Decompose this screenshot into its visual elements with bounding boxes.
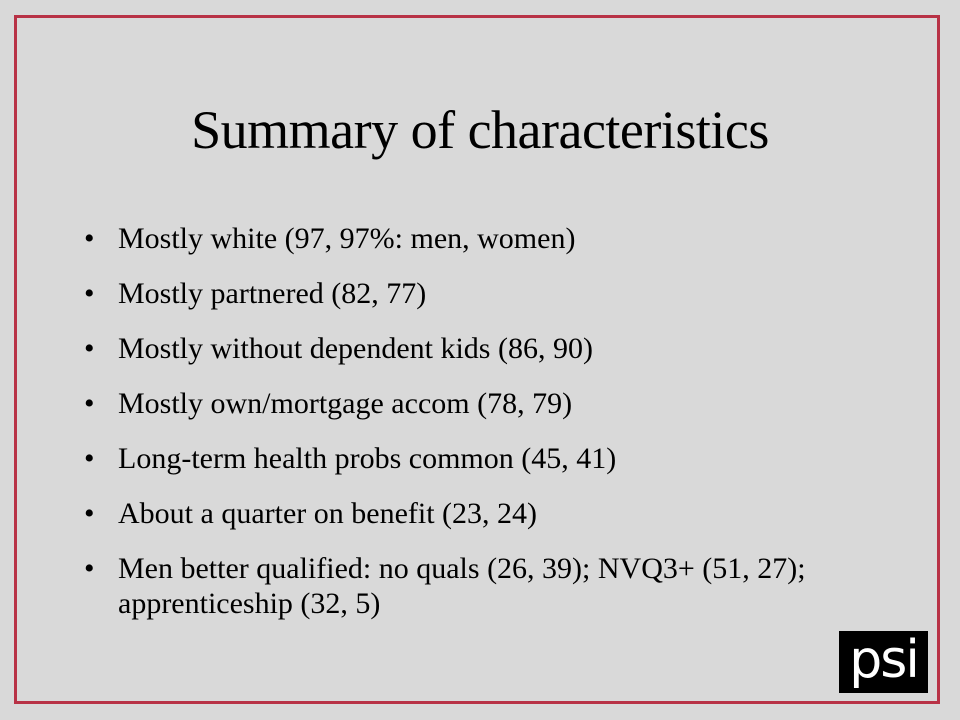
bullet-text: About a quarter on benefit (23, 24): [118, 497, 538, 530]
bullet-dot: •: [84, 442, 95, 475]
bullet-text: Mostly without dependent kids (86, 90): [118, 332, 593, 365]
bullet-item: • Mostly own/mortgage accom (78, 79): [84, 386, 874, 421]
bullet-item: • Mostly without dependent kids (86, 90): [84, 331, 874, 366]
bullet-item: • Mostly partnered (82, 77): [84, 276, 874, 311]
bullet-dot: •: [84, 552, 95, 585]
bullet-dot: •: [84, 277, 95, 310]
slide-border: [14, 15, 940, 704]
bullet-item: • About a quarter on benefit (23, 24): [84, 496, 874, 531]
bullet-dot: •: [84, 387, 95, 420]
bullet-list: • Mostly white (97, 97%: men, women) • Mos…: [84, 221, 874, 641]
psi-logo: psi: [839, 631, 928, 693]
bullet-text: Mostly own/mortgage accom (78, 79): [118, 387, 573, 420]
bullet-dot: •: [84, 222, 95, 255]
bullet-text: Mostly partnered (82, 77): [118, 277, 427, 310]
bullet-item: • Men better qualified: no quals (26, 39)…: [84, 551, 874, 621]
bullet-dot: •: [84, 497, 95, 530]
bullet-text: Mostly white (97, 97%: men, women): [118, 222, 576, 255]
bullet-item: • Mostly white (97, 97%: men, women): [84, 221, 874, 256]
bullet-dot: •: [84, 332, 95, 365]
bullet-text: Men better qualified: no quals (26, 39);…: [118, 552, 806, 620]
bullet-text: Long-term health probs common (45, 41): [118, 442, 617, 475]
slide-title: Summary of characteristics: [191, 100, 769, 160]
bullet-item: • Long-term health probs common (45, 41): [84, 441, 874, 476]
